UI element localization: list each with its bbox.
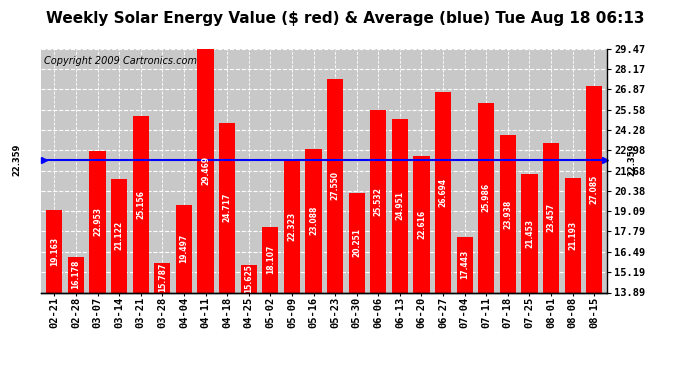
Bar xyxy=(457,237,473,375)
Bar xyxy=(262,226,278,375)
Bar xyxy=(586,86,602,375)
Bar xyxy=(348,193,365,375)
Bar xyxy=(46,210,63,375)
Text: 22.359: 22.359 xyxy=(627,144,636,176)
Bar xyxy=(522,174,538,375)
Text: 15.625: 15.625 xyxy=(244,264,253,293)
Bar xyxy=(197,49,214,375)
Bar xyxy=(176,205,192,375)
Text: 27.550: 27.550 xyxy=(331,171,339,200)
Text: 23.088: 23.088 xyxy=(309,206,318,235)
Bar xyxy=(306,148,322,375)
Text: 22.359: 22.359 xyxy=(12,144,21,176)
Text: 19.497: 19.497 xyxy=(179,234,188,263)
Text: 29.469: 29.469 xyxy=(201,156,210,185)
Text: 25.156: 25.156 xyxy=(136,190,145,219)
Text: 26.694: 26.694 xyxy=(439,178,448,207)
Text: 21.453: 21.453 xyxy=(525,219,534,248)
Text: 18.107: 18.107 xyxy=(266,245,275,274)
Text: 25.532: 25.532 xyxy=(374,187,383,216)
Bar xyxy=(564,178,581,375)
Text: Copyright 2009 Cartronics.com: Copyright 2009 Cartronics.com xyxy=(44,56,197,66)
Bar xyxy=(132,116,149,375)
Text: 27.085: 27.085 xyxy=(590,175,599,204)
Text: 24.717: 24.717 xyxy=(223,193,232,222)
Text: 20.251: 20.251 xyxy=(352,228,361,257)
Text: 22.616: 22.616 xyxy=(417,210,426,239)
Text: 21.193: 21.193 xyxy=(568,221,577,250)
Bar xyxy=(543,143,559,375)
Text: 19.163: 19.163 xyxy=(50,237,59,266)
Text: 23.457: 23.457 xyxy=(546,203,555,232)
Bar xyxy=(478,103,494,375)
Bar xyxy=(413,156,430,375)
Text: 25.986: 25.986 xyxy=(482,183,491,213)
Bar xyxy=(371,110,386,375)
Text: 21.122: 21.122 xyxy=(115,221,124,251)
Bar xyxy=(435,92,451,375)
Bar xyxy=(111,179,127,375)
Text: 22.323: 22.323 xyxy=(288,212,297,241)
Text: 23.938: 23.938 xyxy=(504,199,513,228)
Bar xyxy=(284,160,300,375)
Text: 24.951: 24.951 xyxy=(395,192,404,220)
Bar xyxy=(327,79,343,375)
Bar xyxy=(155,263,170,375)
Text: 22.953: 22.953 xyxy=(93,207,102,236)
Text: Weekly Solar Energy Value ($ red) & Average (blue) Tue Aug 18 06:13: Weekly Solar Energy Value ($ red) & Aver… xyxy=(46,11,644,26)
Text: 17.443: 17.443 xyxy=(460,250,469,279)
Bar xyxy=(68,257,84,375)
Bar xyxy=(90,151,106,375)
Bar xyxy=(241,266,257,375)
Bar xyxy=(219,123,235,375)
Bar xyxy=(500,135,516,375)
Bar xyxy=(392,120,408,375)
Text: 16.178: 16.178 xyxy=(72,260,81,289)
Text: 15.787: 15.787 xyxy=(158,263,167,292)
